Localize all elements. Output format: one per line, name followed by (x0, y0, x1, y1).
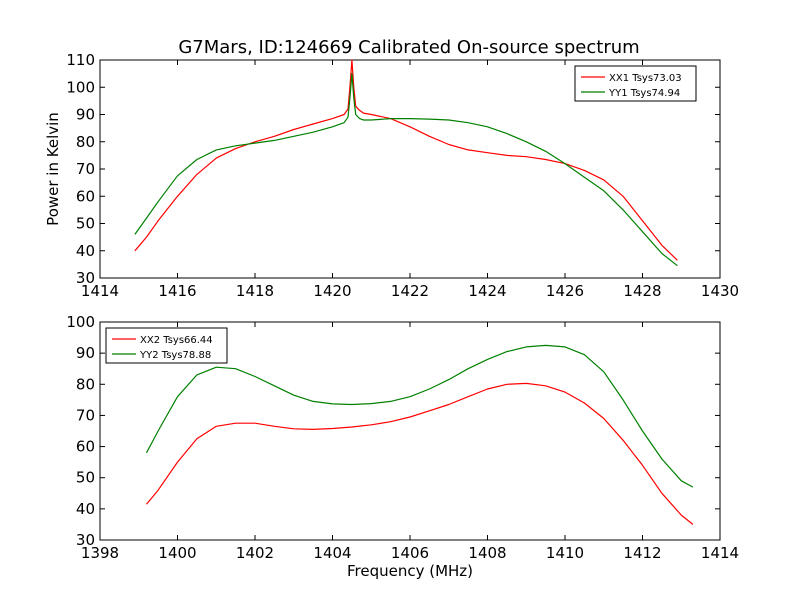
y-tick-label: 80 (76, 133, 95, 151)
legend-entry: YY2 Tsys78.88 (139, 350, 211, 361)
y-tick-label: 50 (76, 469, 95, 487)
y-tick-label: 60 (76, 438, 95, 456)
x-tick-label: 1422 (391, 282, 429, 300)
top-panel: 1414 1416 1418 1420 1422 1424 1426 1428 1430 30 40… (44, 51, 739, 300)
legend-entry: XX2 Tsys66.44 (140, 335, 213, 346)
y-tick-label: 100 (66, 313, 95, 331)
y-tick-label: 100 (66, 78, 95, 96)
y-tick-label: 30 (76, 269, 95, 287)
legend: XX2 Tsys66.44 YY2 Tsys78.88 (105, 327, 228, 364)
legend-entry: YY1 Tsys74.94 (608, 88, 680, 99)
series-line-yy1 (134, 72, 678, 267)
series-line-xx2 (146, 382, 694, 525)
chart-title: G7Mars, ID:124669 Calibrated On-source s… (178, 37, 639, 58)
x-tick-label: 1424 (468, 282, 506, 300)
x-tick-label: 1402 (236, 544, 274, 562)
legend-box (105, 327, 228, 364)
y-tick-label: 70 (76, 160, 95, 178)
x-tick-label: 1400 (158, 544, 196, 562)
x-tick-label: 1420 (313, 282, 351, 300)
y-tick-label: 50 (76, 215, 95, 233)
x-tick-label: 1414 (81, 282, 119, 300)
x-tick-label: 1416 (158, 282, 196, 300)
x-tick-label: 1412 (623, 544, 661, 562)
y-tick-label: 30 (76, 531, 95, 549)
x-tick-label: 1426 (546, 282, 584, 300)
legend: XX1 Tsys73.03 YY1 Tsys74.94 (574, 65, 697, 102)
x-tick-label: 1428 (623, 282, 661, 300)
x-tick-label: 1414 (701, 544, 739, 562)
y-tick-label: 110 (66, 51, 95, 69)
x-tick-label: 1398 (81, 544, 119, 562)
y-tick-label: 60 (76, 187, 95, 205)
x-tick-label: 1404 (313, 544, 351, 562)
y-tick-label: 40 (76, 242, 95, 260)
bottom-panel: 1398 1400 1402 1404 1406 1408 1410 1412 1414 30 40… (66, 313, 739, 580)
legend-entry: XX1 Tsys73.03 (609, 73, 682, 84)
y-tick-label: 90 (76, 106, 95, 124)
legend-box (574, 65, 697, 102)
y-axis-label: Power in Kelvin (44, 112, 62, 226)
y-tick-label: 70 (76, 406, 95, 424)
x-tick-label: 1430 (701, 282, 739, 300)
x-axis-label: Frequency (MHz) (347, 562, 473, 580)
x-tick-label: 1418 (236, 282, 274, 300)
y-tick-label: 90 (76, 344, 95, 362)
x-tick-label: 1410 (546, 544, 584, 562)
y-tick-label: 80 (76, 375, 95, 393)
x-tick-label: 1406 (391, 544, 429, 562)
y-tick-label: 40 (76, 500, 95, 518)
series-line-yy2 (145, 344, 694, 488)
x-tick-label: 1408 (468, 544, 506, 562)
